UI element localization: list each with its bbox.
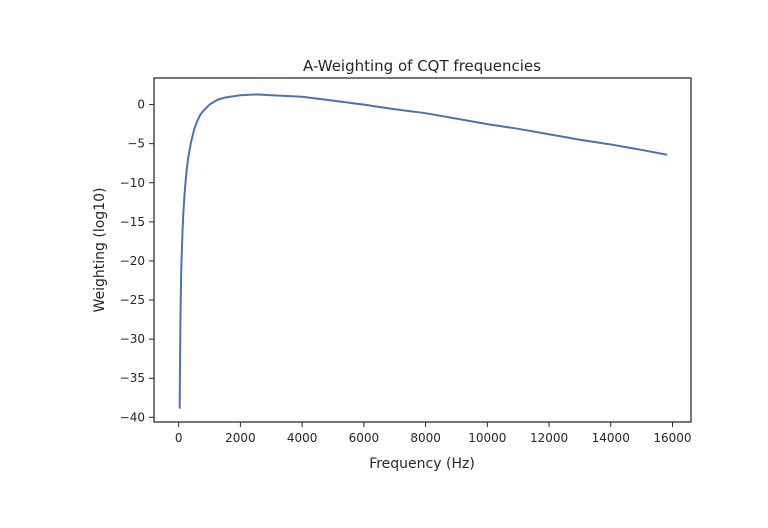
y-tick-label: −25 [120, 293, 145, 307]
y-tick-label: −20 [120, 254, 145, 268]
x-tick-label: 16000 [653, 431, 691, 445]
chart-title: A-Weighting of CQT frequencies [303, 57, 541, 75]
x-tick-label: 14000 [592, 431, 630, 445]
axis-ticks: 0 2000 4000 6000 8000 10000 12000 14000 16000 0 −5… [120, 98, 692, 445]
y-tick-label: −40 [120, 410, 145, 424]
x-axis-label: Frequency (Hz) [369, 456, 475, 472]
x-tick-label: 2000 [225, 431, 256, 445]
x-tick-label: 12000 [530, 431, 568, 445]
x-tick-label: 10000 [468, 431, 506, 445]
plot-frame [153, 77, 692, 423]
x-tick-label: 4000 [287, 431, 318, 445]
y-tick-label: −5 [127, 137, 145, 151]
y-tick-label: 0 [137, 98, 145, 112]
series-line [178, 93, 668, 409]
y-tick-label: −35 [120, 371, 145, 385]
y-tick-label: −30 [120, 332, 145, 346]
x-tick-label: 0 [175, 431, 183, 445]
x-tick-label: 6000 [349, 431, 380, 445]
y-tick-label: −10 [120, 176, 145, 190]
y-axis-label: Weighting (log10) [92, 188, 108, 313]
y-tick-label: −15 [120, 215, 145, 229]
x-tick-label: 8000 [410, 431, 441, 445]
